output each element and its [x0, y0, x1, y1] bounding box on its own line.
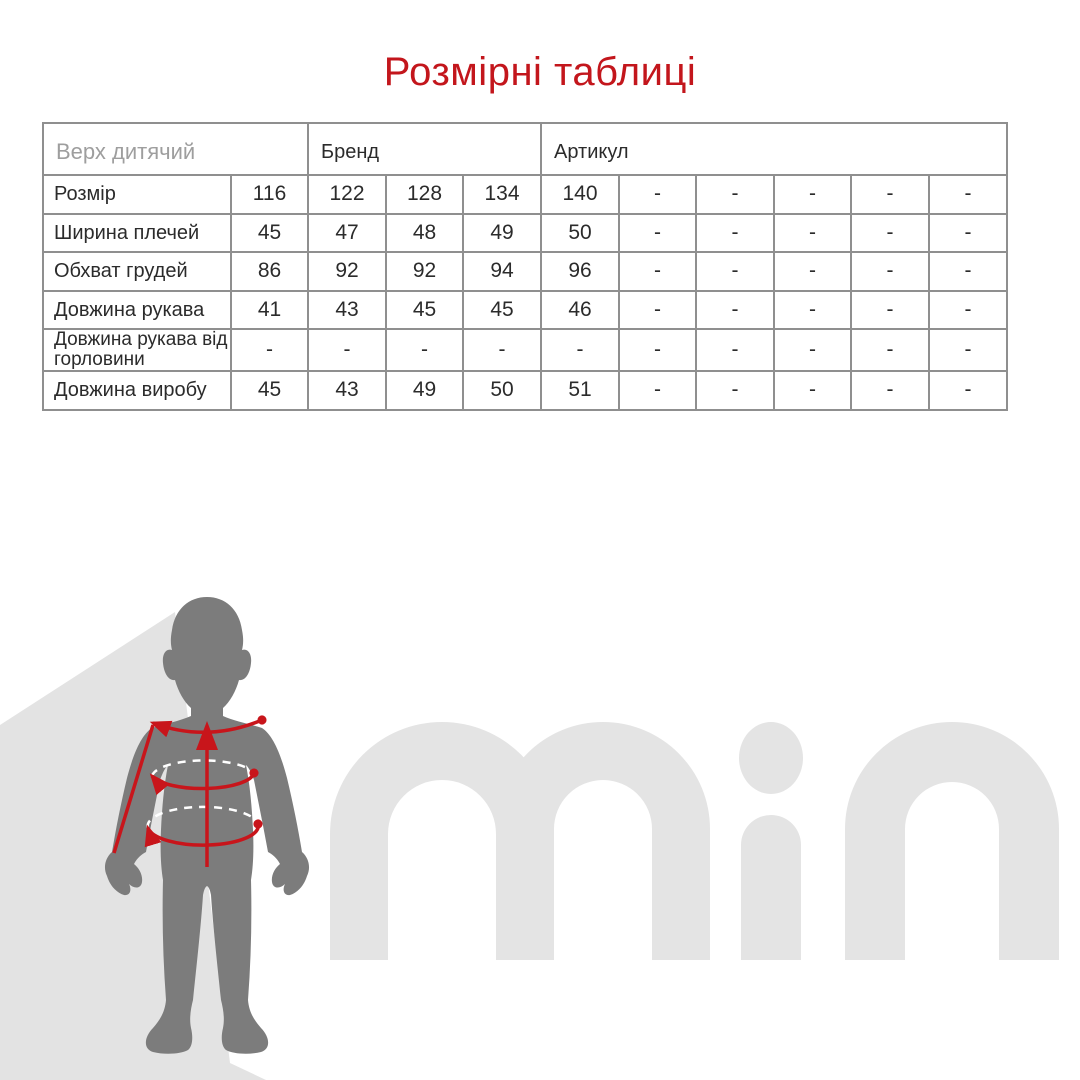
cell-value: - [540, 328, 621, 372]
table-row: Ширина плечей 45 47 48 49 50 - - - - - [42, 213, 1009, 253]
cell-value: - [618, 174, 698, 215]
cell-value: 48 [385, 213, 465, 253]
header-artikul: Артикул [540, 122, 1009, 176]
cell-value: 43 [307, 370, 388, 411]
header-verh-dytiachyi: Верх дитячий [41, 122, 310, 176]
table-row: Розмір 116 122 128 134 140 - - - - - [42, 174, 1009, 215]
cell-value: - [773, 213, 853, 253]
cell-value: 46 [540, 290, 621, 330]
cell-value: - [928, 213, 1009, 253]
cell-value: - [928, 370, 1009, 411]
chest-girth-arrow [149, 768, 259, 796]
cell-value: - [850, 370, 931, 411]
watermark-letter-m [330, 722, 710, 960]
cell-value: 47 [307, 213, 388, 253]
cell-value: - [695, 213, 776, 253]
hip-girth-dashed-arc [146, 805, 260, 829]
cell-value: 94 [462, 251, 543, 292]
product-length-arrowhead [196, 721, 218, 750]
cell-value: - [773, 174, 853, 215]
row-label: Розмір [42, 174, 232, 215]
table-row: Обхват грудей 86 92 92 94 96 - - - - - [42, 251, 1009, 292]
watermark-min [330, 722, 1059, 960]
row-label: Ширина плечей [42, 213, 232, 253]
sleeve-length-line [112, 724, 155, 854]
cell-value: 41 [229, 290, 310, 330]
cell-value: - [773, 328, 853, 372]
cell-value: - [928, 328, 1009, 372]
cell-value: - [462, 328, 543, 372]
cell-value: 92 [385, 251, 465, 292]
cell-value: - [928, 290, 1009, 330]
cell-value: 96 [540, 251, 621, 292]
cell-value: - [928, 174, 1009, 215]
cell-value: - [307, 328, 388, 372]
cell-value: - [695, 370, 776, 411]
cell-value: 122 [307, 174, 388, 215]
page-title: Розмірні таблиці [383, 50, 697, 94]
cell-value: 43 [307, 290, 388, 330]
row-label: Довжина рукава [42, 290, 232, 330]
hip-girth-arrow [144, 819, 263, 848]
cell-value: - [850, 290, 931, 330]
table-header-row: Верх дитячий Бренд Артикул [41, 122, 1009, 176]
cell-value: - [773, 370, 853, 411]
cell-value: 45 [229, 370, 310, 411]
cell-value: 50 [540, 213, 621, 253]
table-row: Довжина виробу 45 43 49 50 51 - - - - - [42, 370, 1009, 411]
cell-value: - [928, 251, 1009, 292]
cell-value: - [850, 328, 931, 372]
cell-value: - [695, 290, 776, 330]
cell-value: 86 [229, 251, 310, 292]
watermark-letter-n [845, 722, 1059, 960]
cell-value: - [618, 290, 698, 330]
cell-value: 134 [462, 174, 543, 215]
cell-value: 45 [462, 290, 543, 330]
cell-value: 92 [307, 251, 388, 292]
watermark-letter-i-dot [739, 722, 803, 794]
row-label: Довжина виробу [42, 370, 232, 411]
table-row: Довжина рукава 41 43 45 45 46 - - - - - [42, 290, 1009, 330]
cell-value: - [850, 174, 931, 215]
header-brand: Бренд [307, 122, 543, 176]
cell-value: - [618, 370, 698, 411]
cell-value: 49 [462, 213, 543, 253]
cell-value: - [695, 251, 776, 292]
cell-value: 51 [540, 370, 621, 411]
cell-value: - [618, 213, 698, 253]
cell-value: - [850, 213, 931, 253]
cell-value: 49 [385, 370, 465, 411]
table-row: Довжина рукава від горловини - - - - - -… [42, 328, 1009, 372]
row-label: Довжина рукава від горловини [42, 328, 232, 372]
cell-value: 45 [229, 213, 310, 253]
cell-value: - [618, 251, 698, 292]
cell-value: - [385, 328, 465, 372]
watermark-letter-i-stem [741, 815, 801, 960]
cell-value: - [695, 174, 776, 215]
cell-value: - [850, 251, 931, 292]
row-label: Обхват грудей [42, 251, 232, 292]
cell-value: - [229, 328, 310, 372]
chest-girth-dashed-arc [150, 759, 255, 777]
cell-value: - [773, 251, 853, 292]
cell-value: - [695, 328, 776, 372]
cell-value: 140 [540, 174, 621, 215]
cell-value: 128 [385, 174, 465, 215]
cell-value: - [773, 290, 853, 330]
cell-value: 45 [385, 290, 465, 330]
size-table: Верх дитячий Бренд Артикул Розмір 116 12… [41, 122, 1009, 411]
cell-value: 116 [229, 174, 310, 215]
cell-value: 50 [462, 370, 543, 411]
cell-value: - [618, 328, 698, 372]
